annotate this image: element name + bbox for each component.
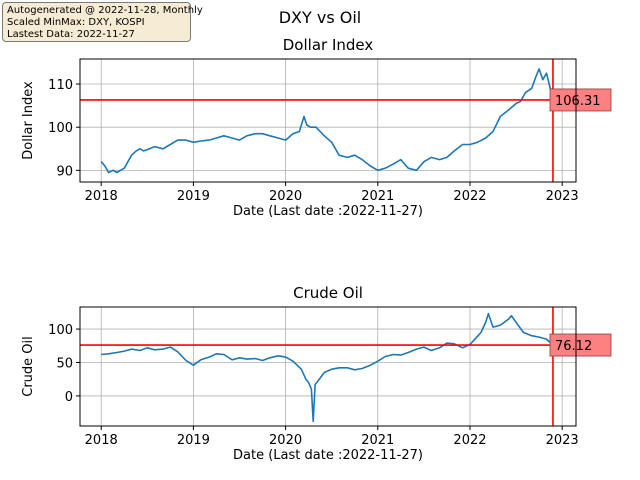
info-box: Autogenerated @ 2022-11-28, Monthly Scal…	[2, 2, 203, 42]
chart-2-last-value-label: 76.12	[555, 339, 592, 354]
figure-suptitle: DXY vs Oil	[279, 8, 362, 27]
chart-2-x-tick-label-2021: 2021	[361, 433, 394, 448]
chart-2-y-axis-label: Crude Oil	[21, 336, 36, 397]
chart-1-axes-frame	[79, 58, 577, 183]
chart-2-last-value-label-box	[549, 333, 612, 357]
chart-1-x-tick-label-2023: 2023	[546, 189, 579, 204]
info-line-generated: Autogenerated @ 2022-11-28, Monthly	[7, 5, 203, 16]
chart-2-series-wti-line	[101, 312, 554, 423]
chart-2-axes-frame	[79, 306, 577, 427]
chart-1-title: Dollar Index	[283, 36, 374, 54]
info-line-scaling: Scaled MinMax: DXY, KOSPI	[7, 17, 145, 28]
info-line-last-data: Lastest Data: 2022-11-27	[7, 29, 135, 40]
chart-1-x-tick-label-2019: 2019	[177, 189, 210, 204]
chart-2-x-axis-label: Date (Last date :2022-11-27)	[233, 448, 423, 463]
chart-1-x-tick-label-2018: 2018	[85, 189, 118, 204]
chart-2-x-tick-label-2019: 2019	[177, 433, 210, 448]
chart-1-x-tick-label-2020: 2020	[269, 189, 302, 204]
chart-1-y-tick-label-110: 110	[48, 78, 73, 93]
chart-2-y-tick-label-100: 100	[48, 323, 73, 338]
chart-2-x-tick-label-2020: 2020	[269, 433, 302, 448]
chart-2-x-tick-label-2023: 2023	[546, 433, 579, 448]
chart-1-x-axis-label: Date (Last date :2022-11-27)	[233, 204, 423, 219]
chart-1-series-dxy-line	[100, 68, 554, 174]
chart-2-y-tick-label-0: 0	[65, 390, 73, 405]
chart-1-y-tick-label-100: 100	[48, 121, 73, 136]
chart-2-title: Crude Oil	[293, 284, 363, 302]
chart-2-y-tick-label-50: 50	[56, 356, 73, 371]
chart-2-x-tick-label-2022: 2022	[453, 433, 486, 448]
chart-1-x-tick-label-2021: 2021	[361, 189, 394, 204]
chart-1-y-tick-label-90: 90	[56, 164, 73, 179]
chart-1-y-axis-label: Dollar Index	[21, 81, 36, 160]
chart-2-x-tick-label-2018: 2018	[85, 433, 118, 448]
chart-1-last-value-label: 106.31	[555, 94, 601, 109]
chart-1-last-value-label-box	[549, 88, 612, 112]
chart-1-x-tick-label-2022: 2022	[453, 189, 486, 204]
